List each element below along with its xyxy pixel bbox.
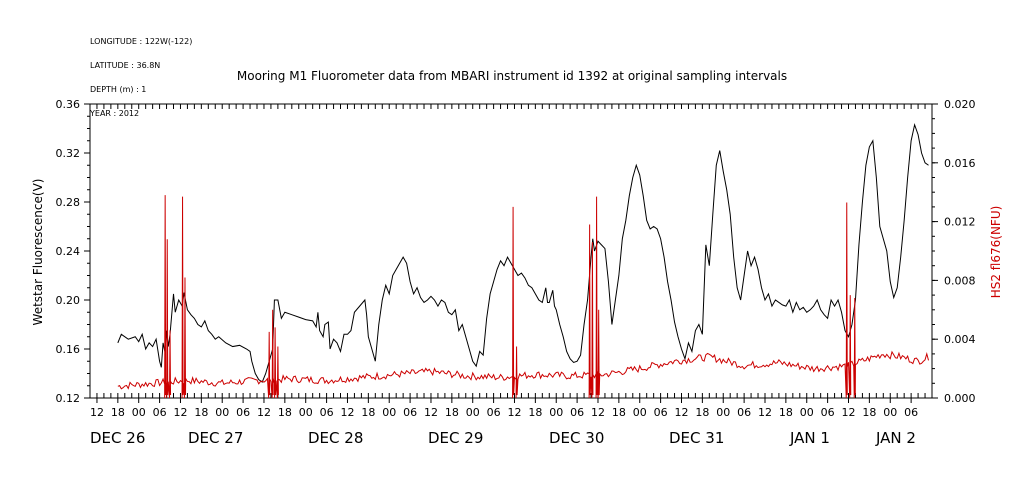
right-axis-tick-label: 0.020 bbox=[944, 98, 976, 111]
x-axis-tick-label: 00 bbox=[466, 406, 480, 419]
x-axis-tick-label: 00 bbox=[299, 406, 313, 419]
right-axis-tick-label: 0.004 bbox=[944, 333, 976, 346]
x-axis-tick-label: 18 bbox=[779, 406, 793, 419]
x-axis-day-label: DEC 30 bbox=[549, 429, 604, 447]
x-axis-tick-label: 18 bbox=[194, 406, 208, 419]
left-axis-tick-label: 0.20 bbox=[56, 294, 81, 307]
x-axis-tick-label: 12 bbox=[173, 406, 187, 419]
x-axis-day-label: DEC 29 bbox=[428, 429, 483, 447]
x-axis-tick-label: 12 bbox=[507, 406, 521, 419]
x-axis-tick-label: 06 bbox=[737, 406, 751, 419]
plot-area: 0.12 0.16 0.20 0.24 0.28 0.32 0.36 0.000 0.004 0.… bbox=[56, 98, 976, 447]
metadata-block: LONGITUDE : 122W(-122) LATITUDE : 36.8N … bbox=[90, 22, 192, 126]
right-axis-tick-label: 0.000 bbox=[944, 392, 976, 405]
longitude-text: LONGITUDE : 122W(-122) bbox=[90, 37, 193, 46]
x-axis-day-label: DEC 26 bbox=[90, 429, 145, 447]
left-axis-tick-label: 0.12 bbox=[56, 392, 81, 405]
x-axis-tick-label: 00 bbox=[716, 406, 730, 419]
x-axis-tick-label: 00 bbox=[382, 406, 396, 419]
x-axis-tick-label: 00 bbox=[215, 406, 229, 419]
x-axis-tick-label: 18 bbox=[612, 406, 626, 419]
year-text: YEAR : 2012 bbox=[90, 109, 140, 118]
left-axis-tick-label: 0.24 bbox=[56, 245, 81, 258]
x-axis-tick-label: 18 bbox=[695, 406, 709, 419]
x-axis-tick-label: 18 bbox=[278, 406, 292, 419]
x-axis-tick-label: 12 bbox=[257, 406, 271, 419]
hs2-series-line bbox=[117, 195, 930, 399]
x-axis-tick-label: 06 bbox=[320, 406, 334, 419]
x-axis-tick-label: 00 bbox=[633, 406, 647, 419]
chart-title: Mooring M1 Fluorometer data from MBARI i… bbox=[237, 69, 787, 83]
right-axis-tick-label: 0.008 bbox=[944, 274, 976, 287]
x-axis-tick-label: 18 bbox=[528, 406, 542, 419]
x-axis-tick-label: 12 bbox=[674, 406, 688, 419]
x-axis-tick-label: 00 bbox=[800, 406, 814, 419]
x-axis-tick-label: 06 bbox=[487, 406, 501, 419]
x-axis-tick-label: 06 bbox=[821, 406, 835, 419]
x-axis-tick-label: 12 bbox=[758, 406, 772, 419]
left-axis-label: Wetstar Fluorescence(V) bbox=[31, 179, 45, 326]
x-axis-tick-label: 12 bbox=[90, 406, 104, 419]
x-axis-tick-label: 12 bbox=[340, 406, 354, 419]
x-axis-tick-label: 06 bbox=[654, 406, 668, 419]
latitude-text: LATITUDE : 36.8N bbox=[90, 61, 161, 70]
x-axis-tick-label: 18 bbox=[445, 406, 459, 419]
left-axis-tick-label: 0.28 bbox=[56, 196, 81, 209]
right-axis-tick-label: 0.012 bbox=[944, 216, 976, 229]
x-axis-day-label: DEC 27 bbox=[188, 429, 243, 447]
x-axis-day-label: JAN 1 bbox=[789, 429, 830, 447]
right-axis-tick-label: 0.016 bbox=[944, 157, 976, 170]
x-axis-tick-label: 12 bbox=[424, 406, 438, 419]
x-axis-day-label: JAN 2 bbox=[875, 429, 916, 447]
x-axis-tick-label: 06 bbox=[403, 406, 417, 419]
x-axis-tick-label: 06 bbox=[236, 406, 250, 419]
left-axis-tick-label: 0.36 bbox=[56, 98, 81, 111]
left-axis-tick-label: 0.16 bbox=[56, 343, 81, 356]
x-axis-tick-label: 00 bbox=[132, 406, 146, 419]
wetstar-series-line bbox=[117, 123, 929, 383]
plot-frame bbox=[89, 103, 933, 399]
left-axis-tick-label: 0.32 bbox=[56, 147, 81, 160]
x-axis-tick-label: 18 bbox=[361, 406, 375, 419]
x-axis-tick-label: 06 bbox=[153, 406, 167, 419]
x-axis-tick-label: 18 bbox=[862, 406, 876, 419]
x-axis-day-label: DEC 31 bbox=[669, 429, 724, 447]
x-axis-tick-label: 12 bbox=[841, 406, 855, 419]
x-axis-day-label: DEC 28 bbox=[308, 429, 363, 447]
x-axis-tick-label: 18 bbox=[111, 406, 125, 419]
x-axis-tick-label: 00 bbox=[883, 406, 897, 419]
x-axis-tick-label: 00 bbox=[549, 406, 563, 419]
x-axis-tick-label: 06 bbox=[570, 406, 584, 419]
x-axis-tick-label: 12 bbox=[591, 406, 605, 419]
right-axis-label: HS2 fl676(NFU) bbox=[989, 206, 1003, 299]
depth-text: DEPTH (m) : 1 bbox=[90, 85, 147, 94]
x-axis-tick-label: 06 bbox=[904, 406, 918, 419]
